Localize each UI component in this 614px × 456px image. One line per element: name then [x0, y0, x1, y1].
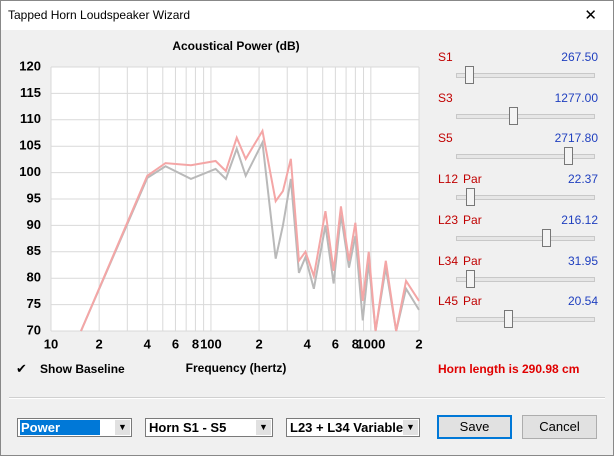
close-button[interactable]: ✕ — [584, 7, 597, 24]
dropdown[interactable]: L23 + L34 Variable ▼ — [286, 418, 420, 437]
save-button[interactable]: Save — [437, 415, 512, 439]
slider-name: L34 — [438, 253, 459, 268]
slider-mode: Par — [463, 294, 482, 309]
slider-mode: Par — [463, 212, 482, 227]
x-tick-label: 1000 — [356, 336, 385, 351]
slider-groove — [456, 195, 595, 201]
dropdown-value: L23 + L34 Variable — [290, 420, 404, 435]
slider-groove — [456, 154, 595, 160]
slider-label: L45 Par — [438, 294, 482, 308]
slider[interactable] — [453, 147, 598, 166]
y-tick-label: 85 — [27, 243, 41, 258]
slider-value: 20.54 — [567, 294, 598, 309]
dropdown-arrow: ▼ — [256, 420, 271, 435]
slider-value: 2717.80 — [554, 131, 598, 146]
y-tick-label: 120 — [19, 58, 41, 73]
slider-thumb[interactable] — [564, 147, 573, 166]
slider-groove — [456, 73, 595, 78]
slider-groove — [456, 276, 595, 282]
slider-value: 216.12 — [561, 212, 598, 227]
slider-value: 22.37 — [567, 172, 598, 187]
dropdown-value: Power — [20, 420, 101, 435]
x-tick-label: 2 — [255, 336, 262, 351]
slider-name: L45 — [438, 294, 459, 309]
checkbox-label[interactable]: Show Baseline — [40, 362, 125, 376]
y-tick-label: 100 — [19, 164, 41, 179]
y-tick-label: 90 — [27, 217, 41, 232]
x-tick-label: 4 — [304, 336, 312, 351]
slider-name: S1 — [438, 50, 453, 64]
slider-thumb[interactable] — [465, 66, 474, 84]
slider-thumb[interactable] — [542, 228, 551, 247]
chart-title: Acoustical Power (dB) — [172, 39, 299, 53]
x-tick-label: 6 — [332, 336, 339, 351]
series-line — [80, 128, 420, 332]
slider-thumb[interactable] — [504, 310, 513, 329]
slider-mode: Par — [463, 253, 482, 268]
slider-label: S3 — [438, 91, 453, 105]
y-tick-label: 80 — [27, 270, 41, 285]
cancel-button[interactable]: Cancel — [522, 415, 597, 439]
slider-value: 1277.00 — [554, 90, 598, 105]
slider-label: S5 — [438, 131, 453, 145]
slider-name: L23 — [438, 212, 459, 227]
horn-length: Horn length is 290.98 cm — [438, 362, 580, 376]
slider[interactable] — [453, 188, 598, 207]
slider[interactable] — [453, 66, 598, 84]
x-tick-label: 2 — [96, 336, 103, 351]
slider-groove — [456, 317, 595, 323]
x-tick-label: 8 — [192, 336, 199, 351]
slider-name: L12 — [438, 172, 459, 187]
window-title: Tapped Horn Loudspeaker Wizard — [8, 8, 191, 22]
slider-value: 267.50 — [561, 50, 598, 64]
dropdown-arrow: ▼ — [403, 420, 418, 435]
slider[interactable] — [453, 228, 598, 247]
separator — [9, 397, 605, 399]
x-tick-label: 2 — [415, 336, 422, 351]
checkbox[interactable]: ✔ — [16, 361, 27, 376]
slider-value: 31.95 — [567, 253, 598, 268]
x-tick-label: 100 — [200, 336, 222, 351]
slider-thumb[interactable] — [466, 269, 475, 288]
slider-name: S5 — [438, 131, 453, 146]
slider-label: L34 Par — [438, 254, 482, 268]
dropdown[interactable]: Horn S1 - S5 ▼ — [145, 418, 273, 437]
slider[interactable] — [453, 106, 598, 125]
slider[interactable] — [453, 310, 598, 329]
slider-label: S1 — [438, 50, 453, 64]
y-tick-label: 95 — [27, 190, 41, 205]
x-tick-label: 8 — [352, 336, 359, 351]
y-tick-label: 115 — [20, 85, 41, 100]
dropdown[interactable]: Power ▼ — [17, 418, 132, 437]
dropdown-value: Horn S1 - S5 — [149, 420, 227, 435]
slider-name: S3 — [438, 90, 453, 105]
title-bar: Tapped Horn Loudspeaker Wizard ✕ — [1, 1, 613, 30]
slider-label: L23 Par — [438, 213, 482, 227]
slider-groove — [456, 113, 595, 119]
y-tick-label: 70 — [27, 322, 41, 337]
slider-mode: Par — [463, 172, 482, 187]
y-tick-label: 75 — [27, 296, 41, 311]
chart: Acoustical Power (dB) Frequency (hertz) … — [19, 39, 422, 375]
x-axis-label: Frequency (hertz) — [186, 361, 287, 375]
slider-thumb[interactable] — [509, 106, 518, 125]
x-tick-label: 4 — [144, 336, 152, 351]
y-tick-label: 110 — [20, 111, 41, 126]
slider[interactable] — [453, 269, 598, 288]
slider-thumb[interactable] — [466, 188, 475, 207]
dropdown-arrow: ▼ — [115, 420, 130, 435]
x-tick-label: 10 — [44, 336, 58, 351]
x-tick-label: 6 — [172, 336, 179, 351]
y-tick-label: 105 — [19, 138, 41, 153]
slider-label: L12 Par — [438, 172, 482, 186]
slider-groove — [456, 235, 595, 241]
